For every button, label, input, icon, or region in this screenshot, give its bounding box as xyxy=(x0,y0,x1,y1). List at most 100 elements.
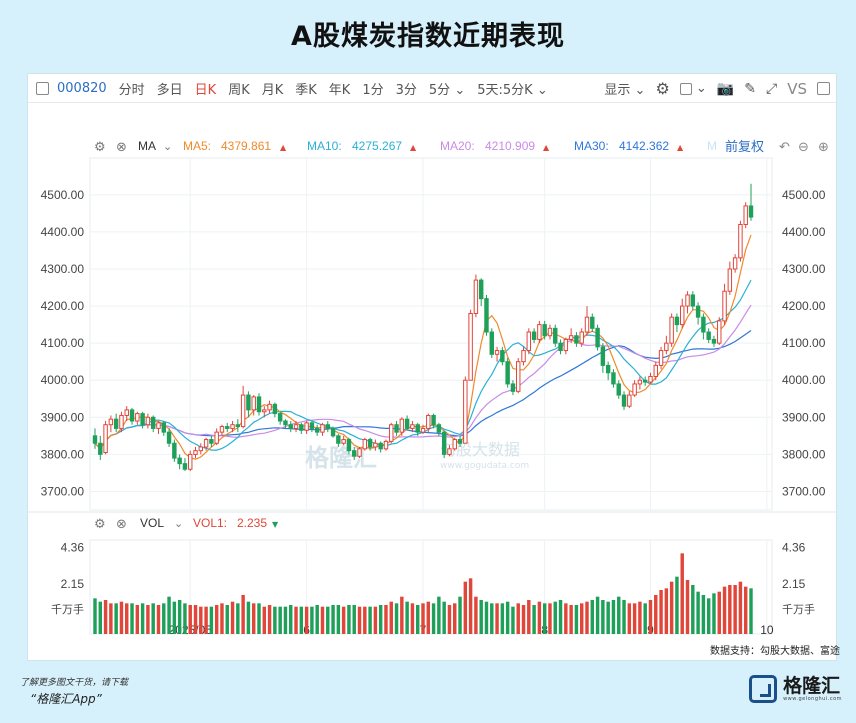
tab-multiday[interactable]: 多日 xyxy=(156,82,183,98)
tab-monthly-k[interactable]: 月K xyxy=(261,82,284,98)
tab-3min[interactable]: 3分 xyxy=(395,82,417,98)
volume-bar xyxy=(564,603,568,634)
logo-icon xyxy=(749,675,778,703)
candle-body xyxy=(468,312,473,381)
volume-bar xyxy=(146,605,150,634)
candle-body xyxy=(309,422,315,429)
panel-icon[interactable] xyxy=(817,81,830,96)
price-tick-label-left: 4000.00 xyxy=(41,373,85,387)
candle-body xyxy=(172,442,177,459)
footer-app: “格隆汇App” xyxy=(30,692,102,706)
layout-icon[interactable] xyxy=(36,81,49,96)
up-triangle-icon: ▲ xyxy=(410,143,417,152)
candle-body xyxy=(214,431,219,444)
candle-body xyxy=(325,424,330,429)
volume-bar xyxy=(733,585,737,634)
chevron-down-icon: ⌄ xyxy=(454,82,466,98)
volume-bar xyxy=(177,600,182,634)
down-triangle-icon: ▼ xyxy=(272,520,279,529)
candle-body xyxy=(600,346,606,366)
candle-body xyxy=(426,414,431,429)
volume-bar xyxy=(378,605,383,634)
tab-weekly-k[interactable]: 周K xyxy=(228,82,250,98)
tab-5day-dropdown[interactable]: 5天:5分K ⌄ xyxy=(477,82,548,98)
volume-bar xyxy=(93,598,97,634)
display-dropdown[interactable]: 显示 ⌄ xyxy=(604,83,646,98)
volume-tick-left: 2.15 xyxy=(61,577,85,591)
candle-body xyxy=(108,418,114,426)
volume-bar xyxy=(691,585,695,634)
candle-body xyxy=(674,316,680,326)
candle-body xyxy=(579,331,584,344)
candle-body xyxy=(119,414,124,429)
candle-body xyxy=(553,327,558,344)
tab-quarterly-k[interactable]: 季K xyxy=(295,82,317,98)
candle-body xyxy=(362,439,368,450)
candle-body xyxy=(304,422,309,431)
volume-bar xyxy=(632,603,637,634)
volume-bar xyxy=(384,605,388,634)
candle-body xyxy=(748,205,754,218)
chevron-down-icon: ⌄ xyxy=(174,517,183,530)
camera-icon[interactable]: 📷 xyxy=(716,80,735,97)
candle-body xyxy=(642,379,648,383)
candle-body xyxy=(484,298,489,333)
gear-icon: ⚙ xyxy=(94,140,106,155)
gear-icon: ⚙ xyxy=(94,517,106,532)
candle-body xyxy=(616,383,621,396)
candle-body xyxy=(235,424,241,428)
candle-body xyxy=(590,316,595,329)
candle-body xyxy=(357,448,362,457)
volume-bar xyxy=(135,605,140,634)
volume-bar xyxy=(283,606,288,634)
candle-body xyxy=(346,439,352,452)
page-title: A股煤炭指数近期表现 xyxy=(291,21,565,52)
volume-bar xyxy=(130,603,134,634)
price-tick-label-right: 4000.00 xyxy=(782,373,826,387)
volume-bar xyxy=(257,603,261,634)
candle-body xyxy=(722,290,727,322)
tab-1min[interactable]: 1分 xyxy=(362,82,384,98)
expand-icon[interactable]: ⤢ xyxy=(766,80,778,97)
volume-bar xyxy=(495,603,499,634)
tab-intraday[interactable]: 分时 xyxy=(118,82,145,98)
up-triangle-icon: ▲ xyxy=(677,143,684,152)
volume-bar xyxy=(484,601,489,634)
candle-body xyxy=(367,439,373,448)
volume-bar xyxy=(458,596,462,634)
volume-bar xyxy=(595,596,600,634)
candle-body xyxy=(489,331,494,355)
vs-button[interactable]: VS xyxy=(787,79,807,98)
price-tick-label-left: 3700.00 xyxy=(41,484,85,498)
volume-bar xyxy=(410,603,415,634)
volume-bar xyxy=(246,601,251,634)
ma-legend-value: 4379.861 xyxy=(221,139,271,153)
candle-body xyxy=(373,442,378,448)
volume-bar xyxy=(278,606,282,634)
candle-body xyxy=(336,435,341,444)
candle-body xyxy=(166,431,172,444)
candle-body xyxy=(251,396,256,411)
tab-daily-k[interactable]: 日K xyxy=(194,82,217,98)
gear-icon[interactable]: ⚙ xyxy=(655,79,670,98)
pencil-icon[interactable]: ✎ xyxy=(744,80,756,97)
candle-body xyxy=(505,361,510,385)
candle-body xyxy=(352,450,357,457)
volume-bar xyxy=(299,606,304,634)
volume-bar xyxy=(326,606,330,634)
candle-body xyxy=(605,364,611,374)
square-icon[interactable]: ⌄ xyxy=(679,81,707,96)
volume-bar xyxy=(717,591,721,634)
candle-body xyxy=(457,439,463,444)
volume-bar xyxy=(98,601,103,634)
stock-code[interactable]: 000820 xyxy=(57,80,107,96)
candle-body xyxy=(537,324,542,340)
candle-body xyxy=(621,394,627,407)
volume-bar xyxy=(638,601,642,634)
volume-bar xyxy=(204,606,208,634)
volume-bar xyxy=(553,601,557,634)
volume-bar xyxy=(405,601,409,634)
tab-yearly-k[interactable]: 年K xyxy=(328,82,351,98)
tab-5min-dropdown[interactable]: 5分 ⌄ xyxy=(428,82,466,98)
volume-bar xyxy=(230,601,235,634)
